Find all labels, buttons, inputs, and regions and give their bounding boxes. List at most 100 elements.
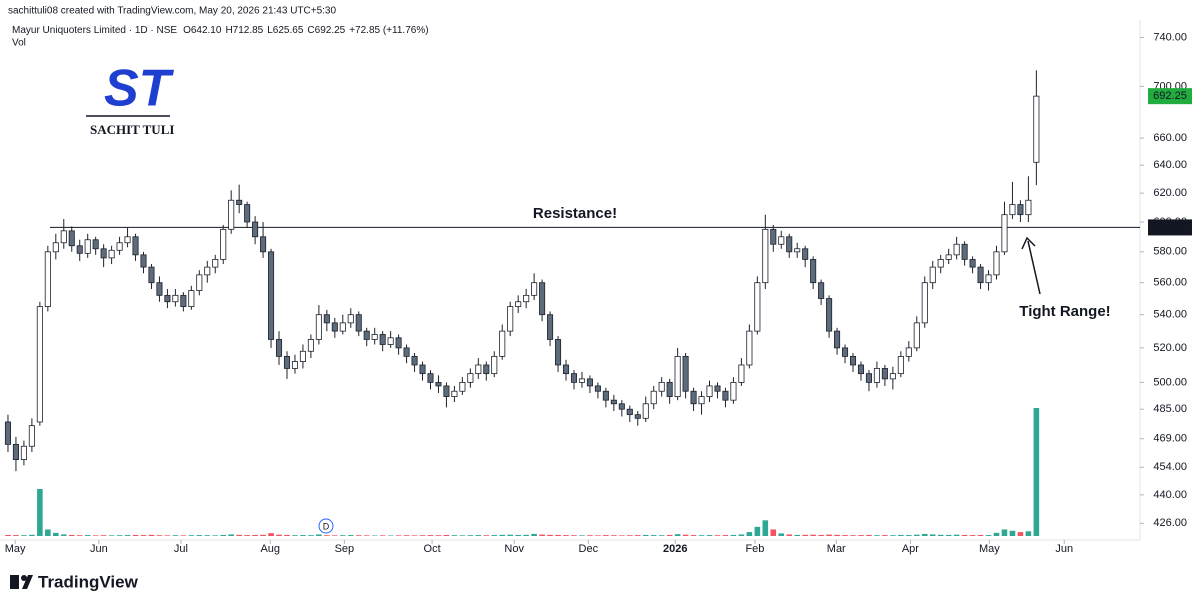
candle-body: [451, 390, 458, 397]
candle-body: [570, 373, 578, 383]
candle-body: [857, 364, 865, 375]
volume-bar: [467, 535, 474, 536]
volume-bar: [507, 534, 513, 536]
volume-bar: [92, 535, 99, 536]
volume-bar: [347, 535, 354, 536]
candle-body: [578, 378, 585, 383]
candle-body: [188, 290, 195, 307]
volume-bar: [387, 535, 394, 536]
volume-bar: [1017, 532, 1024, 536]
candle-body: [1025, 199, 1032, 216]
volume-bar: [411, 535, 418, 536]
tv-logo-dot: [21, 575, 27, 581]
candle-body: [379, 334, 386, 345]
volume-bar: [100, 535, 107, 536]
volume-bar: [300, 535, 306, 536]
volume-bar: [738, 534, 745, 536]
volume-bar: [627, 535, 633, 536]
candle-body: [507, 306, 514, 332]
volume-bar: [204, 535, 211, 536]
volume-bar: [276, 534, 282, 536]
volume-bar: [611, 535, 617, 536]
volume-bar: [164, 535, 171, 536]
candle-body: [355, 314, 362, 332]
volume-bar: [746, 532, 753, 536]
volume-bar: [818, 534, 824, 536]
legend-open: O642.10: [183, 25, 222, 36]
volume-bar: [690, 535, 697, 536]
candle-body: [562, 364, 570, 375]
symbol: Mayur Uniquoters Limited · 1D · NSE: [12, 25, 177, 36]
x-tick-label: Jun: [1055, 543, 1073, 555]
volume-bar: [658, 535, 665, 536]
candle-body: [985, 274, 992, 284]
volume-bar: [220, 534, 227, 536]
volume-bar: [284, 534, 290, 536]
candle-body: [36, 306, 43, 423]
candle-body: [68, 230, 75, 247]
volume-bar: [730, 534, 737, 536]
volume-bar: [1009, 530, 1016, 536]
volume-bar: [1025, 531, 1032, 536]
candle-body: [770, 228, 777, 245]
candle-body: [993, 251, 1000, 276]
volume-bar: [882, 535, 888, 536]
volume-bar: [547, 534, 553, 536]
candle-body: [180, 294, 187, 307]
candle-body: [1017, 204, 1024, 216]
level-label: 596.30: [1153, 221, 1187, 233]
candle-body: [20, 445, 27, 460]
volume-bar: [842, 535, 848, 536]
volume-bar: [236, 534, 242, 536]
candle-body: [387, 337, 394, 345]
candle-body: [148, 266, 155, 284]
candle-body: [220, 228, 227, 260]
volume-bar: [29, 534, 35, 536]
volume-bar: [937, 534, 944, 536]
candle-body: [427, 373, 434, 383]
volume-bar: [674, 534, 681, 536]
legend-close: C692.25: [307, 25, 345, 36]
candle-body: [865, 373, 872, 383]
volume-bar: [802, 534, 808, 536]
volume-bar: [834, 534, 840, 536]
candle-body: [618, 403, 625, 410]
volume-bar: [571, 535, 577, 536]
volume-bar: [196, 535, 203, 536]
candle-body: [834, 330, 841, 349]
candle-body: [889, 373, 896, 380]
candle-body: [499, 330, 506, 357]
candle-body: [347, 314, 354, 324]
volume-bar: [427, 535, 434, 536]
candle-body: [483, 364, 490, 375]
volume-bar: [21, 535, 27, 536]
candle-body: [92, 239, 99, 250]
candle-body: [594, 385, 601, 392]
volume-bar: [794, 534, 800, 536]
volume-bar: [172, 535, 179, 536]
volume-bar: [563, 535, 569, 536]
y-tick-label: 469.00: [1153, 433, 1187, 445]
candle-body: [953, 243, 960, 256]
volume-bar: [212, 535, 219, 536]
x-tick-label: May: [5, 543, 26, 555]
volume-bar: [619, 535, 625, 536]
volume-bar: [850, 535, 856, 536]
volume-bar: [37, 488, 43, 536]
candle-body: [626, 408, 633, 416]
candle-body: [539, 282, 546, 316]
volume-bar: [108, 535, 115, 536]
candle-body: [307, 339, 314, 352]
candle-body: [244, 204, 251, 223]
candle-body: [156, 282, 163, 296]
candle-body: [666, 381, 673, 397]
candle-body: [403, 347, 410, 357]
volume-bar: [53, 532, 59, 536]
plot: 740.00700.00660.00640.00620.00600.00580.…: [5, 31, 1187, 555]
candle-body: [100, 248, 107, 259]
volume-bar: [539, 534, 545, 536]
candle-body: [897, 355, 904, 375]
volume-bar: [754, 526, 761, 536]
